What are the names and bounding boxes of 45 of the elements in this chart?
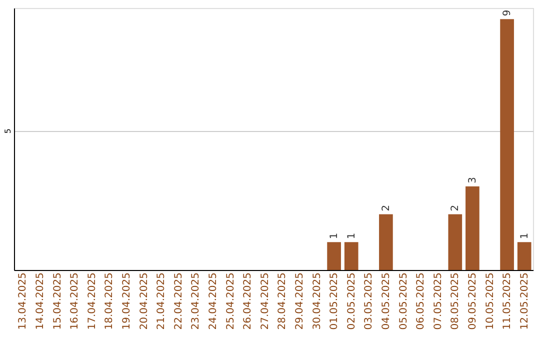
bar	[517, 242, 532, 270]
bar	[500, 19, 514, 270]
bar	[327, 242, 341, 270]
x-tick-label: 28.04.2025	[277, 272, 288, 330]
x-tick-label: 10.05.2025	[484, 272, 496, 330]
y-tick-label: 5	[4, 128, 12, 134]
x-tick-label: 29.04.2025	[294, 272, 306, 330]
x-tick-label: 22.04.2025	[173, 272, 184, 330]
data-label: 1	[329, 232, 340, 240]
x-tick-label: 08.05.2025	[450, 272, 462, 330]
x-tick-label: 09.05.2025	[467, 272, 478, 330]
x-tick-label: 26.04.2025	[242, 272, 254, 330]
x-tick-label: 20.04.2025	[138, 272, 150, 330]
x-tick-label: 24.04.2025	[208, 272, 219, 330]
x-tick-label: 16.04.2025	[70, 272, 81, 330]
x-tick-label: 15.04.2025	[52, 272, 64, 330]
x-tick-label: 01.05.2025	[329, 272, 340, 330]
data-label: 2	[450, 204, 462, 212]
x-tick-label: 04.05.2025	[380, 272, 392, 330]
x-tick-label: 21.04.2025	[156, 272, 168, 330]
x-tick-label: 12.05.2025	[519, 272, 530, 330]
x-tick-label: 11.05.2025	[502, 272, 514, 330]
data-label: 9	[502, 10, 514, 16]
bar	[379, 214, 393, 270]
x-tick-label: 06.05.2025	[416, 272, 427, 330]
data-label: 1	[346, 232, 358, 240]
x-tick-label: 13.04.2025	[18, 272, 29, 330]
x-tick-label: 23.04.2025	[190, 272, 202, 330]
bar	[448, 214, 462, 270]
data-label: 2	[380, 204, 392, 212]
x-tick-label: 14.04.2025	[34, 272, 46, 330]
x-tick-label: 30.04.2025	[312, 272, 323, 330]
x-tick-label: 02.05.2025	[346, 272, 358, 330]
x-tick-label: 18.04.2025	[104, 272, 116, 330]
x-tick-label: 05.05.2025	[398, 272, 410, 330]
x-tick-label: 03.05.2025	[364, 272, 375, 330]
bar	[466, 186, 480, 270]
data-label: 3	[467, 177, 478, 184]
x-tick-label: 19.04.2025	[121, 272, 132, 330]
x-tick-label: 07.05.2025	[432, 272, 444, 330]
x-tick-label: 25.04.2025	[225, 272, 236, 330]
x-tick-label: 27.04.2025	[260, 272, 271, 330]
data-label: 1	[519, 232, 530, 240]
bar	[344, 242, 358, 270]
x-tick-label: 17.04.2025	[86, 272, 98, 330]
